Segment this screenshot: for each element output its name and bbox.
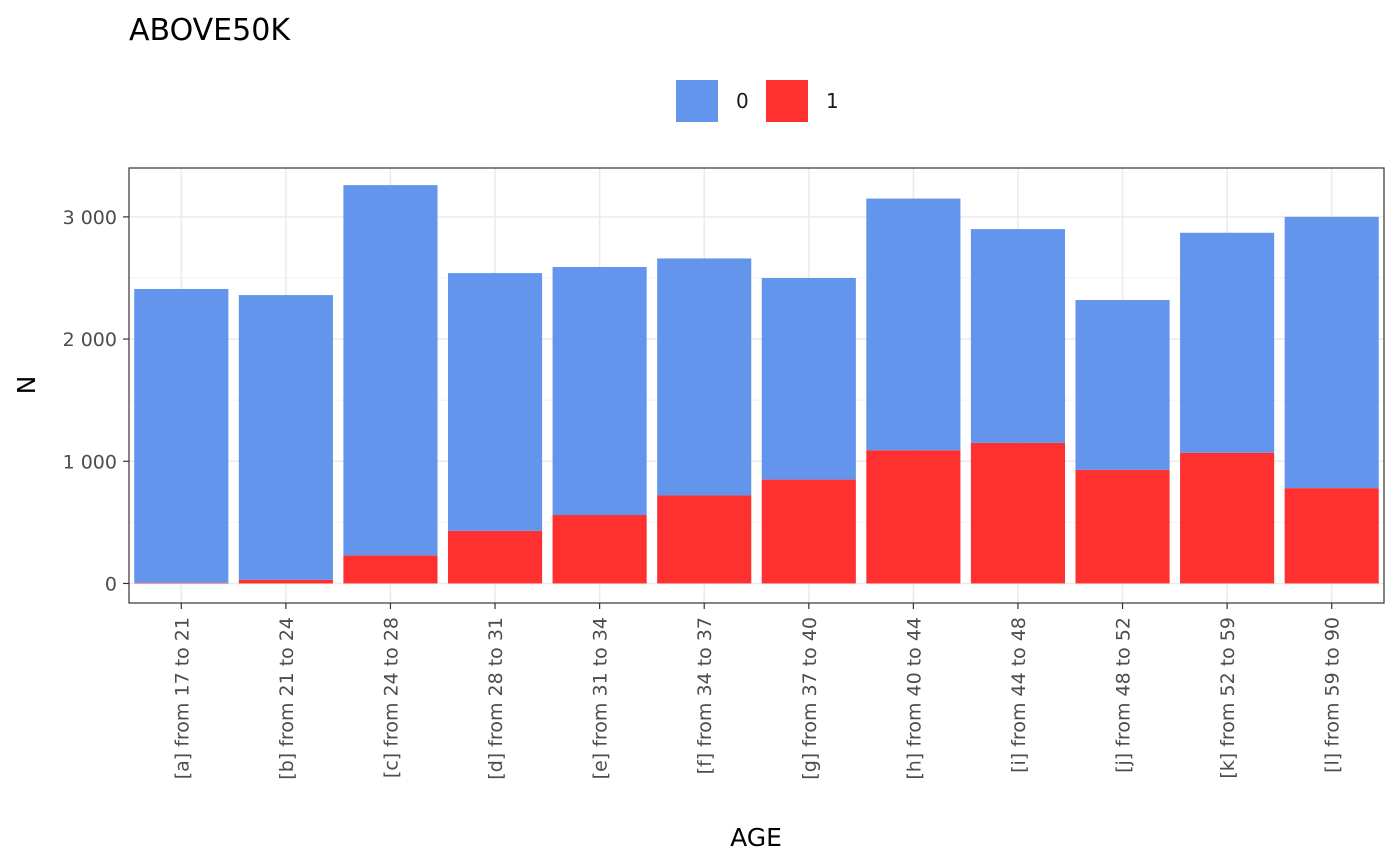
y-axis: 0 1 000 2 000 3 000 [63,207,129,595]
x-tick-label: [h] from 40 to 44 [903,617,925,780]
x-tick-label: [e] from 31 to 34 [590,617,612,779]
bar-series-1 [1180,452,1275,584]
bar-series-1 [447,530,543,584]
x-tick-label: [j] from 48 to 52 [1113,617,1135,773]
x-tick-label: [l] from 59 to 90 [1322,617,1344,773]
bar-series-1 [657,495,752,584]
bar-series-0 [238,295,333,580]
x-axis: [a] from 17 to 21 [b] from 21 to 24 [c] fr… [171,603,1344,780]
y-tick-label: 3 000 [63,207,117,229]
legend-label-0: 0 [736,89,749,113]
bar-series-1 [866,450,961,584]
bar-series-1 [1284,488,1379,584]
plot-panel-border [128,167,1385,604]
bar-series-1 [761,479,856,584]
bar-series-1 [1075,469,1170,584]
bar-series-0 [1284,216,1379,489]
bar-series-0 [866,198,961,451]
y-tick-label: 1 000 [63,451,117,473]
legend-key-1 [766,80,808,122]
x-tick-label: [i] from 44 to 48 [1008,617,1030,773]
x-tick-label: [a] from 17 to 21 [171,617,193,779]
x-tick-label: [f] from 34 to 37 [694,617,716,774]
chart-title: ABOVE50K [129,13,291,48]
bar-series-0 [761,277,856,480]
bar-series-0 [343,185,438,556]
bar-series-0 [657,258,752,496]
x-tick-label: [k] from 52 to 59 [1217,617,1239,779]
bar-series-0 [1180,232,1275,453]
bar-series-1 [238,579,333,584]
legend-key-0 [676,80,718,122]
x-axis-title: AGE [730,823,782,852]
bar-series-1 [134,582,229,584]
bar-series-1 [552,515,647,584]
x-tick-label: [d] from 28 to 31 [485,617,507,780]
y-tick-label: 2 000 [63,329,117,351]
bar-series-0 [134,288,229,583]
x-tick-label: [c] from 24 to 28 [380,617,402,778]
bar-series-0 [1075,299,1170,470]
plot-panel-background [129,168,1384,603]
bars [134,185,1379,584]
bar-series-0 [970,229,1066,443]
x-tick-label: [b] from 21 to 24 [276,617,298,780]
y-tick-label: 0 [105,573,117,595]
bar-series-0 [552,266,647,516]
legend-label-1: 1 [826,89,839,113]
y-axis-title: N [12,376,41,395]
bar-series-1 [970,442,1066,584]
bar-series-0 [447,273,543,531]
x-tick-label: [g] from 37 to 40 [799,617,821,780]
bar-series-1 [343,555,438,584]
